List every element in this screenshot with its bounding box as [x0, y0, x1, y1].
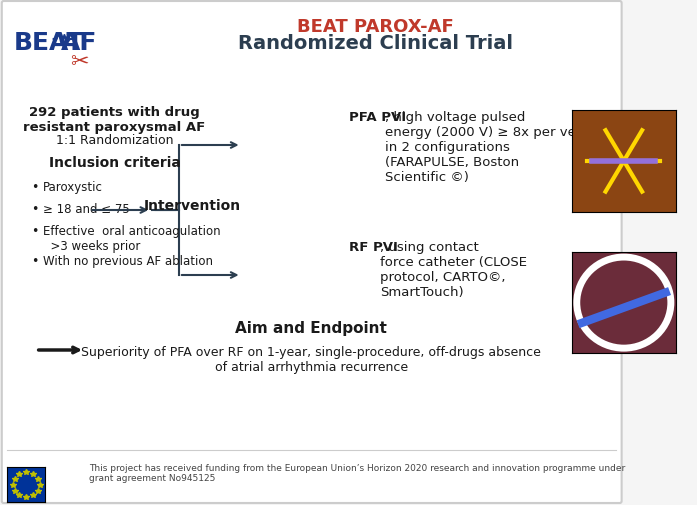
Text: •: • [31, 255, 38, 268]
Text: 292 patients with drug
resistant paroxysmal AF: 292 patients with drug resistant paroxys… [24, 106, 206, 134]
Text: BEAT: BEAT [13, 31, 84, 55]
Text: , high voltage pulsed
energy (2000 V) ≥ 8x per vein
in 2 configurations
(FARAPUL: , high voltage pulsed energy (2000 V) ≥ … [385, 111, 588, 184]
Text: Effective  oral anticoagulation
  >3 weeks prior: Effective oral anticoagulation >3 weeks … [43, 225, 220, 252]
Text: Intervention: Intervention [144, 198, 241, 213]
Text: With no previous AF ablation: With no previous AF ablation [43, 255, 213, 268]
Text: ✂: ✂ [70, 52, 89, 72]
Text: This project has received funding from the European Union’s Horizon 2020 researc: This project has received funding from t… [89, 463, 626, 482]
Text: ≥ 18 and ≤ 75: ≥ 18 and ≤ 75 [43, 203, 130, 216]
Text: Superiority of PFA over RF on 1-year, single-procedure, off-drugs absence
of atr: Superiority of PFA over RF on 1-year, si… [82, 345, 541, 373]
Text: Paroxystic: Paroxystic [43, 181, 103, 193]
Text: , using contact
force catheter (CLOSE
protocol, CARTO©,
SmartTouch): , using contact force catheter (CLOSE pr… [380, 240, 527, 298]
FancyBboxPatch shape [2, 2, 622, 503]
Text: Randomized Clinical Trial: Randomized Clinical Trial [238, 34, 513, 53]
Text: 1:1 Randomization: 1:1 Randomization [56, 134, 174, 147]
Circle shape [598, 278, 650, 328]
Text: AF: AF [61, 31, 97, 55]
Text: BEAT PAROX-AF: BEAT PAROX-AF [298, 18, 454, 36]
Text: •: • [31, 225, 38, 237]
Text: RF PVI: RF PVI [348, 240, 398, 254]
Circle shape [582, 121, 666, 202]
Text: Aim and Endpoint: Aim and Endpoint [236, 320, 388, 335]
Text: •: • [31, 203, 38, 216]
Text: Inclusion criteria: Inclusion criteria [49, 156, 181, 170]
Text: •: • [31, 181, 38, 193]
Text: PFA PVI: PFA PVI [348, 111, 406, 124]
